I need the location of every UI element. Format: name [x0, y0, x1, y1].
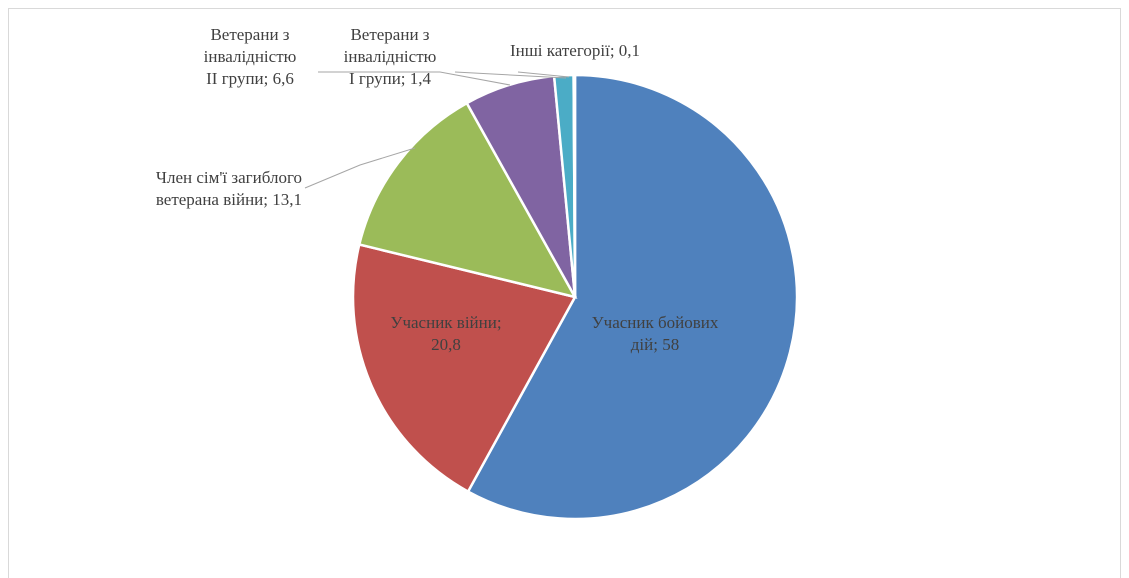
leader-line [318, 71, 511, 86]
data-label: Учасник війни; 20,8 [390, 313, 501, 354]
chart-frame [8, 8, 1121, 578]
pie-slice [357, 101, 578, 299]
pie-slice [572, 73, 577, 298]
data-label: Ветерани з інвалідністю II групи; 6,6 [204, 25, 297, 88]
data-label: Інші категорії; 0,1 [510, 41, 640, 60]
data-label: Учасник бойових дій; 58 [592, 313, 719, 354]
data-label: Член сім'ї загиблого ветерана війни; 13,1 [156, 168, 302, 209]
pie-slice [351, 242, 577, 494]
data-label: Ветерани з інвалідністю I групи; 1,4 [344, 25, 437, 88]
leader-line [454, 71, 567, 79]
pie-slice [466, 73, 799, 521]
leader-line [304, 147, 416, 189]
leader-line [517, 71, 570, 78]
